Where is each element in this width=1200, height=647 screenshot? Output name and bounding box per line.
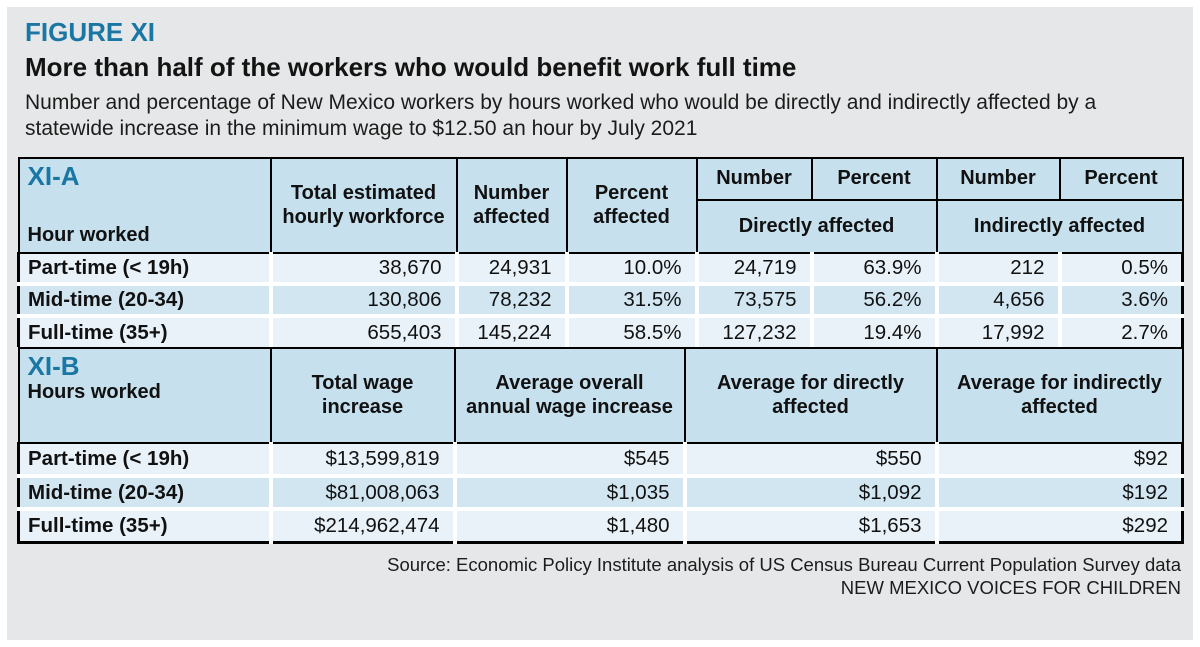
table-xi-a-header: XI-A Hour worked Total estimated hourly … <box>17 157 1184 255</box>
table-cell: 4,656 <box>934 282 1060 317</box>
table-cell: 24,719 <box>694 253 812 285</box>
column-header-percent-affected: Percent affected <box>565 157 698 255</box>
figure-title: More than half of the workers who would … <box>25 51 797 82</box>
figure-footer: Source: Economic Policy Institute analys… <box>17 553 1181 600</box>
column-header-avg-overall-increase: Average overall annual wage increase <box>453 347 686 445</box>
table-row-part-time: Part-time (< 19h) $13,599,819 $545 $550 … <box>17 443 1184 477</box>
table-cell: $550 <box>682 443 937 477</box>
table-cell: $545 <box>452 443 685 477</box>
column-header-directly-number: Number <box>695 157 813 202</box>
table-cell: 38,670 <box>268 253 457 285</box>
column-header-indirectly-number: Number <box>935 157 1061 202</box>
table-cell: 78,232 <box>454 282 567 317</box>
table-row-mid-time: Mid-time (20-34) 130,806 78,232 31.5% 73… <box>17 282 1184 317</box>
column-header-number-affected: Number affected <box>455 157 568 255</box>
table-cell: $1,653 <box>682 507 937 544</box>
row-label: Part-time (< 19h) <box>17 253 271 285</box>
table-cell: 58.5% <box>564 314 697 348</box>
table-row-full-time: Full-time (35+) $214,962,474 $1,480 $1,6… <box>17 507 1184 544</box>
table-a-row-dimension: Hour worked <box>27 223 150 246</box>
table-b-section-id: XI-B <box>27 351 80 382</box>
table-cell: $1,480 <box>452 507 685 544</box>
table-xi-a: XI-A Hour worked Total estimated hourly … <box>17 157 1184 348</box>
table-cell: 19.4% <box>809 314 937 348</box>
column-header-directly-percent: Percent <box>810 157 938 202</box>
table-cell: 31.5% <box>564 282 697 317</box>
table-cell: 17,992 <box>934 314 1060 348</box>
table-cell: 24,931 <box>454 253 567 285</box>
figure-card: FIGURE XI More than half of the workers … <box>7 7 1193 640</box>
table-xi-b: XI-B Hours worked Total wage increase Av… <box>17 347 1184 544</box>
table-cell: 130,806 <box>268 282 457 317</box>
table-cell: $192 <box>934 474 1184 510</box>
table-cell: 127,232 <box>694 314 812 348</box>
row-label: Full-time (35+) <box>17 314 271 348</box>
table-b-corner-cell: XI-B Hours worked <box>17 347 272 445</box>
table-cell: 0.5% <box>1057 253 1184 285</box>
table-b-row-dimension: Hours worked <box>27 380 161 403</box>
table-cell: $1,035 <box>452 474 685 510</box>
table-cell: 63.9% <box>809 253 937 285</box>
row-label: Full-time (35+) <box>17 507 271 544</box>
column-header-avg-directly: Average for directly affected <box>683 347 938 445</box>
figure-header: FIGURE XI More than half of the workers … <box>25 17 1175 142</box>
table-xi-b-header: XI-B Hours worked Total wage increase Av… <box>17 347 1184 445</box>
organization-name: NEW MEXICO VOICES FOR CHILDREN <box>840 577 1181 599</box>
figure-number-label: FIGURE XI <box>25 17 156 47</box>
column-header-workforce: Total estimated hourly workforce <box>269 157 458 255</box>
row-label: Mid-time (20-34) <box>17 282 271 317</box>
table-row-full-time: Full-time (35+) 655,403 145,224 58.5% 12… <box>17 314 1184 348</box>
table-cell: 655,403 <box>268 314 457 348</box>
figure-subtitle-line2: statewide increase in the minimum wage t… <box>25 117 698 141</box>
table-cell: 212 <box>934 253 1060 285</box>
figure-tables: XI-A Hour worked Total estimated hourly … <box>17 157 1184 544</box>
table-a-corner-cell: XI-A Hour worked <box>17 157 272 255</box>
source-credit: Source: Economic Policy Institute analys… <box>387 553 1181 575</box>
table-cell: $1,092 <box>682 474 937 510</box>
row-label: Mid-time (20-34) <box>17 474 271 510</box>
table-row-part-time: Part-time (< 19h) 38,670 24,931 10.0% 24… <box>17 253 1184 285</box>
group-header-indirectly-affected: Indirectly affected <box>935 199 1184 255</box>
table-cell: 145,224 <box>454 314 567 348</box>
table-cell: 2.7% <box>1057 314 1184 348</box>
figure-subtitle: Number and percentage of New Mexico work… <box>25 90 1175 142</box>
column-header-indirectly-percent: Percent <box>1058 157 1184 202</box>
table-cell: 73,575 <box>694 282 812 317</box>
table-cell: 10.0% <box>564 253 697 285</box>
table-cell: $214,962,474 <box>268 507 455 544</box>
table-cell: $81,008,063 <box>268 474 455 510</box>
table-cell: $13,599,819 <box>268 443 455 477</box>
table-cell: $92 <box>934 443 1184 477</box>
table-cell: 3.6% <box>1057 282 1184 317</box>
column-header-avg-indirectly: Average for indirectly affected <box>935 347 1184 445</box>
figure-subtitle-line1: Number and percentage of New Mexico work… <box>25 91 1097 115</box>
table-row-mid-time: Mid-time (20-34) $81,008,063 $1,035 $1,0… <box>17 474 1184 510</box>
column-header-total-wage-increase: Total wage increase <box>269 347 456 445</box>
table-a-section-id: XI-A <box>27 161 80 192</box>
table-cell: 56.2% <box>809 282 937 317</box>
row-label: Part-time (< 19h) <box>17 443 271 477</box>
table-cell: $292 <box>934 507 1184 544</box>
group-header-directly-affected: Directly affected <box>695 199 938 255</box>
